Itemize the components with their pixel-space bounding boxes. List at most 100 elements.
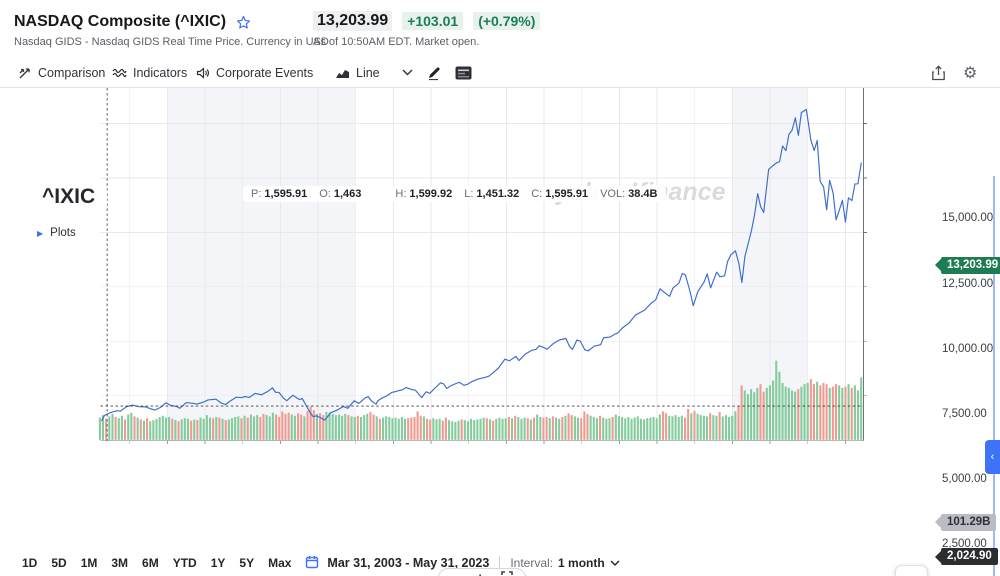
volume-bar	[325, 412, 328, 440]
volume-bar	[567, 413, 570, 440]
volume-bar	[781, 382, 784, 440]
quote-subtitle: Nasdaq GIDS - Nasdaq GIDS Real Time Pric…	[14, 36, 329, 48]
volume-bar	[174, 420, 177, 440]
crosshair-price-badge: 2,024.90	[935, 548, 998, 566]
chart-type-chevron[interactable]	[402, 58, 413, 87]
range-button-1m[interactable]: 1M	[80, 556, 98, 570]
scroll-forward-button[interactable]: »	[895, 565, 928, 576]
volume-bar	[825, 384, 828, 440]
volume-bar	[806, 382, 809, 440]
volume-bar	[407, 418, 410, 440]
volume-bar	[482, 417, 485, 440]
volume-bar	[850, 387, 853, 440]
volume-bar	[375, 416, 378, 440]
volume-bar	[630, 418, 633, 440]
volume-bar	[652, 416, 655, 440]
range-button-ytd[interactable]: YTD	[172, 556, 197, 570]
volume-bar	[860, 377, 863, 440]
volume-bar	[834, 384, 838, 440]
volume-bar	[293, 415, 296, 440]
range-button-6m[interactable]: 6M	[142, 556, 159, 570]
collapse-panel-tab[interactable]: ‹	[985, 440, 1000, 474]
volume-bar	[743, 390, 746, 440]
volume-bar	[564, 415, 567, 440]
volume-bar	[117, 418, 120, 440]
volume-bar	[432, 418, 435, 440]
current-price: 13,203.99	[313, 11, 393, 31]
volume-bar	[183, 418, 186, 440]
volume-bar	[803, 384, 806, 440]
volume-bar	[205, 415, 208, 440]
range-button-3m[interactable]: 3M	[111, 556, 129, 570]
draw-button[interactable]	[426, 58, 442, 87]
volume-bar	[378, 418, 381, 440]
y-axis-label: 10,000.00	[942, 342, 994, 355]
volume-bar	[359, 416, 363, 440]
volume-bar	[331, 413, 334, 440]
volume-bar	[724, 415, 727, 440]
volume-bar	[731, 415, 734, 440]
zoom-in-button[interactable]: +	[476, 571, 485, 576]
volume-bar	[315, 413, 318, 440]
plots-toggle[interactable]: ▶ Plots	[28, 225, 85, 241]
indicators-button[interactable]: Indicators	[112, 58, 187, 87]
volume-bar	[350, 416, 353, 440]
volume-bar	[259, 416, 262, 440]
range-button-5y[interactable]: 5Y	[239, 556, 255, 570]
volume-bar	[844, 386, 847, 440]
volume-bar	[243, 415, 246, 440]
comparison-icon	[18, 66, 32, 80]
zoom-controls: − +	[438, 568, 526, 576]
comparison-button[interactable]: Comparison	[18, 58, 105, 87]
volume-bar	[429, 419, 432, 440]
volume-bar	[702, 415, 705, 440]
chart-canvas[interactable]: yahoo!finance ^IXIC ▶ Plots P:1,595.91 O…	[0, 88, 1000, 576]
volume-bar	[322, 415, 325, 440]
volume-bar	[454, 421, 457, 440]
price-volume-plot	[98, 88, 867, 445]
volume-bar	[488, 419, 492, 440]
volume-bar	[658, 414, 661, 440]
volume-bar	[586, 413, 589, 440]
volume-bar	[485, 418, 488, 440]
volume-bar	[199, 417, 202, 440]
volume-bar	[627, 416, 630, 440]
volume-bar	[312, 410, 315, 440]
range-button-1d[interactable]: 1D	[22, 556, 38, 570]
volume-bar	[284, 413, 287, 440]
volume-bar	[155, 418, 158, 440]
volume-bar	[391, 418, 394, 440]
volume-bar	[218, 417, 221, 440]
settings-button[interactable]: ⚙	[963, 58, 977, 87]
legend-high: 1,599.92	[409, 188, 453, 200]
volume-bar	[599, 415, 602, 440]
range-button-max[interactable]: Max	[268, 556, 292, 570]
volume-bar	[611, 416, 614, 440]
volume-bar	[699, 415, 702, 440]
range-button-1y[interactable]: 1Y	[210, 556, 226, 570]
fullscreen-button[interactable]	[500, 571, 513, 576]
share-button[interactable]	[931, 58, 946, 87]
y-axis-label: 5,000.00	[942, 472, 987, 485]
volume-bar	[715, 415, 718, 440]
volume-bar	[448, 420, 451, 440]
grid-panel-icon	[455, 66, 472, 80]
volume-bar	[98, 417, 101, 440]
favorite-star-icon[interactable]	[236, 15, 251, 30]
volume-bar	[306, 410, 309, 440]
volume-bar	[520, 418, 523, 440]
volume-bar	[281, 411, 284, 440]
price-change-percent: (+0.79%)	[473, 12, 541, 30]
volume-bar	[561, 416, 564, 440]
date-range-picker[interactable]: Mar 31, 2003 - May 31, 2023	[305, 555, 489, 572]
range-button-5d[interactable]: 5D	[51, 556, 67, 570]
legend-close: 1,595.91	[545, 188, 589, 200]
volume-bar	[334, 415, 337, 440]
chart-type-select[interactable]: Line	[335, 58, 380, 87]
volume-bar	[108, 416, 111, 440]
display-panel-button[interactable]	[455, 58, 472, 87]
corporate-events-button[interactable]: Corporate Events	[196, 58, 313, 87]
zoom-out-button[interactable]: −	[451, 571, 460, 576]
volume-bar	[422, 416, 425, 440]
interval-select[interactable]: Interval: 1 month	[510, 556, 620, 570]
